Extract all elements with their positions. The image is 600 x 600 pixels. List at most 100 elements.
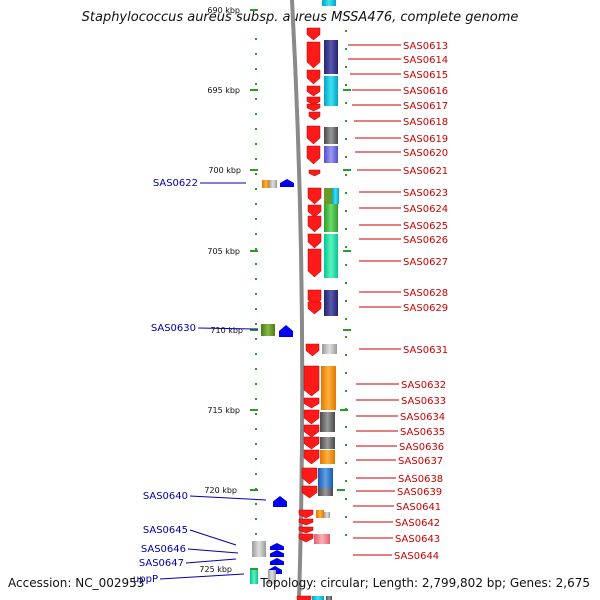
label-leader [189, 529, 237, 546]
right-gene-label: SAS0629 [403, 303, 448, 314]
annotation-box [321, 366, 336, 396]
annotation-box [314, 534, 330, 544]
forward-gene-arrow [307, 204, 322, 218]
right-gene-label: SAS0614 [403, 55, 448, 66]
annotation-box [320, 450, 335, 464]
scale-label: 725 kbp [199, 565, 232, 574]
forward-gene-arrow [301, 467, 318, 485]
annotation-box [332, 188, 339, 204]
right-gene-label: SAS0632 [401, 380, 446, 391]
right-gene-label: SAS0620 [403, 148, 448, 159]
right-gene-label: SAS0626 [403, 235, 448, 246]
annotation-box [262, 180, 270, 188]
left-gene-label: SAS0630 [151, 323, 196, 334]
annotation-box [320, 437, 335, 449]
scale-label: 710 kbp [210, 326, 243, 335]
reverse-gene-arrow [270, 558, 284, 565]
forward-gene-arrow [306, 145, 321, 165]
annotation-box [312, 596, 324, 600]
annotation-box [324, 512, 330, 518]
right-gene-label: SAS0635 [400, 427, 445, 438]
left-gene-label: SAS0646 [141, 544, 186, 555]
right-gene-label: SAS0615 [403, 70, 448, 81]
annotation-box [324, 188, 333, 204]
label-leader [159, 573, 245, 580]
forward-gene-arrow [308, 169, 321, 177]
annotation-box [252, 541, 266, 557]
annotation-box [324, 234, 338, 278]
forward-gene-arrow [303, 365, 320, 397]
forward-gene-arrow [306, 85, 321, 97]
annotation-box [322, 0, 336, 6]
annotation-box [320, 412, 335, 432]
reverse-gene-arrow [279, 325, 293, 337]
forward-gene-arrow [307, 187, 322, 205]
right-gene-label: SAS0623 [403, 188, 448, 199]
forward-gene-arrow [303, 409, 320, 425]
forward-gene-arrow [307, 215, 322, 233]
right-gene-label: SAS0633 [401, 396, 446, 407]
right-gene-label: SAS0643 [395, 534, 440, 545]
scale-label: 700 kbp [208, 166, 241, 175]
annotation-box [324, 127, 338, 144]
right-gene-label: SAS0644 [394, 551, 439, 562]
annotation-box [322, 344, 337, 354]
genome-backbone [290, 0, 305, 600]
annotation-box [268, 570, 276, 584]
forward-gene-arrow [306, 125, 321, 145]
forward-gene-arrow [306, 27, 321, 41]
accession-text: Accession: NC_002953 [8, 576, 145, 590]
annotation-box [261, 324, 275, 336]
genome-title: Staphylococcus aureus subsp. aureus MSSA… [81, 10, 519, 25]
genome-summary-text: Topology: circular; Length: 2,799,802 bp… [260, 576, 590, 590]
annotation-box [316, 510, 324, 518]
annotation-box [324, 290, 338, 316]
forward-gene-arrow [303, 436, 320, 450]
left-gene-label: uppP [133, 574, 158, 585]
left-gene-label: SAS0622 [153, 178, 198, 189]
forward-gene-arrow [298, 533, 314, 543]
forward-gene-arrow [306, 96, 321, 106]
scale-label: 695 kbp [207, 86, 240, 95]
left-gene-label: SAS0647 [139, 558, 184, 569]
annotation-box [324, 216, 338, 232]
right-gene-label: SAS0636 [399, 442, 444, 453]
right-gene-label: SAS0638 [398, 474, 443, 485]
forward-gene-arrow [306, 103, 321, 112]
right-gene-label: SAS0617 [403, 101, 448, 112]
forward-gene-arrow [296, 595, 312, 600]
right-gene-label: SAS0628 [403, 288, 448, 299]
forward-gene-arrow [298, 509, 314, 519]
annotation-box [324, 92, 338, 106]
reverse-gene-arrow [280, 179, 294, 187]
forward-gene-arrow [303, 449, 320, 465]
forward-gene-arrow [306, 41, 321, 69]
right-gene-label: SAS0618 [403, 117, 448, 128]
right-gene-label: SAS0627 [403, 257, 448, 268]
label-leader [187, 548, 239, 554]
forward-gene-arrow [308, 111, 321, 121]
label-leader [185, 558, 237, 564]
right-gene-label: SAS0621 [403, 166, 448, 177]
label-leader [189, 495, 267, 501]
forward-gene-arrow [307, 233, 322, 249]
gene-labels: SAS0613 SAS0614 SAS0615 SAS0616 SAS0617 SAS06… [133, 41, 448, 585]
left-gene-label: SAS0645 [143, 525, 188, 536]
right-gene-label: SAS0631 [403, 345, 448, 356]
label-leader [197, 327, 259, 330]
forward-gene-arrow [303, 397, 320, 409]
annotation-box [324, 76, 338, 92]
forward-gene-arrow [303, 424, 320, 438]
annotation-box [318, 468, 333, 488]
annotation-box [326, 596, 332, 600]
right-gene-label: SAS0639 [397, 487, 442, 498]
forward-gene-arrow [307, 248, 322, 278]
forward-gene-arrow [305, 343, 320, 357]
forward-gene-arrow [298, 526, 314, 534]
left-gene-label: SAS0640 [143, 491, 188, 502]
scale-ticks: 690 kbp 695 kbp 700 kbp 705 kbp 710 kbp 715 k… [199, 6, 258, 574]
forward-gene-arrow [301, 485, 318, 499]
right-gene-label: SAS0637 [398, 456, 443, 467]
right-gene-label: SAS0642 [395, 518, 440, 529]
